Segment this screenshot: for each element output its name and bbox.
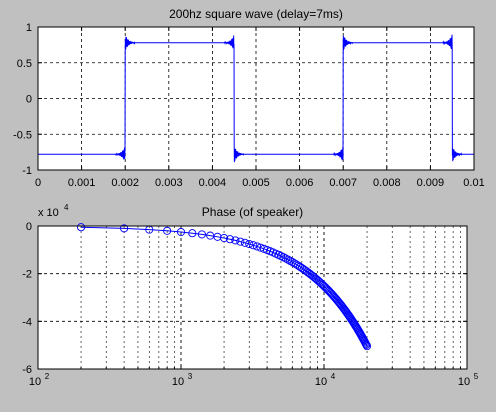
chart-title: Phase (of speaker) — [202, 205, 303, 219]
y-tick-label: 0 — [26, 94, 32, 106]
y-tick-label: -2 — [22, 269, 32, 281]
x-tick-label-base: 10 — [29, 376, 41, 388]
x-tick-label: 10 5 — [458, 372, 479, 388]
data-point-phase — [231, 236, 240, 245]
x-tick-label: 0.01 — [463, 177, 484, 189]
data-point-phase — [286, 256, 295, 265]
x-tick-label: 10 4 — [315, 372, 336, 388]
data-point-phase — [290, 259, 299, 268]
series-line-square-wave — [38, 34, 474, 163]
data-point-phase — [288, 257, 297, 267]
x-tick-label-base: 10 — [315, 376, 327, 388]
x-tick-label: 0.001 — [68, 177, 96, 189]
data-point-phase — [236, 237, 245, 246]
x-tick-label-exponent: 2 — [45, 372, 50, 381]
x-tick-label-base: 10 — [458, 376, 470, 388]
axes-frame — [37, 225, 468, 370]
y-tick-label: -4 — [22, 316, 32, 328]
x-tick-label: 0.003 — [155, 177, 183, 189]
x-tick-label: 10 3 — [172, 372, 193, 388]
data-point-phase — [281, 254, 290, 263]
y-exponent-label: x 10 4 — [38, 203, 69, 219]
y-tick-label: 1 — [26, 22, 32, 34]
axes-square-wave: 0 0.001 0.002 0.003 0.004 0.005 0.006 0.007 0.00… — [13, 7, 485, 189]
data-point-phase — [240, 238, 249, 247]
x-tick-label: 0.005 — [242, 177, 270, 189]
data-point-phase — [362, 340, 371, 349]
axes-frame — [37, 26, 475, 171]
y-tick-label: -6 — [22, 364, 32, 376]
axes-background — [38, 226, 467, 369]
data-point-phase — [213, 232, 222, 241]
data-point-phase — [249, 241, 258, 250]
x-tick-label-base: 10 — [172, 376, 184, 388]
x-tick-label-exponent: 5 — [474, 372, 479, 381]
y-tick-label: -1 — [22, 165, 32, 177]
chart-title: 200hz square wave (delay=7ms) — [169, 7, 343, 21]
y-exponent-power: 4 — [64, 203, 69, 212]
x-tick-label: 10 2 — [29, 372, 50, 388]
data-point-phase — [225, 235, 235, 244]
series-line-phase — [81, 226, 368, 347]
y-tick-label: 0 — [26, 221, 32, 233]
x-tick-label-exponent: 4 — [331, 372, 336, 381]
x-tick-label-exponent: 3 — [188, 372, 193, 381]
x-tick-label: 0.008 — [373, 177, 401, 189]
x-tick-label: 0.006 — [286, 177, 314, 189]
y-tick-label: 0.5 — [17, 58, 32, 70]
x-tick-label: 0.009 — [417, 177, 445, 189]
x-tick-label: 0.004 — [199, 177, 227, 189]
data-point-phase — [245, 239, 254, 249]
data-point-phase — [219, 233, 229, 243]
x-tick-label: 0.007 — [329, 177, 357, 189]
y-exponent-base: x 10 — [38, 207, 59, 219]
y-tick-label: -0.5 — [13, 129, 32, 141]
data-point-phase — [252, 242, 262, 251]
x-tick-label: 0 — [35, 177, 41, 189]
x-tick-label: 0.002 — [111, 177, 139, 189]
data-point-phase — [283, 255, 293, 264]
axes-phase: 10 2 10 3 10 4 10 5 0 -2 -4 -6 Phase (of speaker) x 1… — [22, 203, 479, 388]
data-point-phase — [362, 342, 372, 351]
series-markers-phase — [77, 223, 372, 351]
